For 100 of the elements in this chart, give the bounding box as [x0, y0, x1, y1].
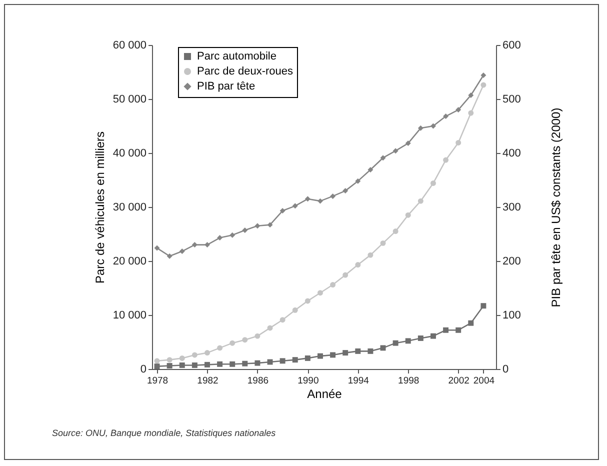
point: [242, 337, 248, 343]
point: [468, 110, 474, 116]
point: [368, 348, 374, 354]
point: [179, 355, 185, 361]
point: [405, 140, 411, 146]
point: [166, 363, 172, 368]
point: [342, 188, 348, 194]
point: [154, 364, 160, 370]
y-tick-label: 30 000: [112, 202, 146, 214]
point: [217, 235, 223, 241]
point: [380, 345, 386, 351]
point: [418, 335, 424, 341]
point: [456, 107, 462, 113]
point: [267, 359, 273, 365]
point: [456, 327, 462, 333]
point: [430, 123, 436, 129]
point: [342, 350, 348, 356]
point: [242, 227, 248, 233]
y-tick-label: 50 000: [112, 94, 146, 106]
point: [330, 282, 336, 288]
point: [392, 340, 398, 346]
x-tick-label: 1982: [197, 376, 218, 386]
point: [280, 358, 286, 364]
point: [317, 290, 323, 296]
point: [166, 253, 172, 259]
point: [217, 345, 223, 351]
y-tick-label: 10 000: [112, 310, 146, 322]
point: [456, 140, 462, 146]
point: [280, 208, 286, 214]
point: [204, 362, 210, 368]
point: [292, 357, 298, 363]
x-tick-label: 1978: [146, 376, 168, 386]
point: [230, 340, 236, 346]
point: [267, 222, 273, 228]
point: [330, 352, 336, 358]
point: [192, 352, 198, 358]
point: [330, 193, 336, 199]
point: [304, 355, 310, 361]
point: [355, 348, 361, 354]
point: [292, 307, 298, 313]
source-note: Source: ONU, Banque mondiale, Statistiques nationales: [52, 428, 276, 438]
point: [380, 240, 386, 246]
point: [480, 303, 486, 309]
point: [154, 245, 160, 251]
y2-axis-title: PIB par tête en US$ constants (2000): [548, 108, 563, 308]
y2-tick-label: 600: [502, 40, 521, 52]
point: [430, 180, 436, 186]
legend-label: PIB par tête: [197, 80, 256, 92]
y-tick-label: 20 000: [112, 256, 146, 268]
point: [355, 262, 361, 268]
point: [430, 333, 436, 339]
y2-tick-label: 200: [502, 256, 521, 268]
point: [166, 357, 172, 363]
point: [368, 252, 374, 258]
point: [230, 232, 236, 238]
y2-tick-label: 500: [502, 94, 521, 106]
point: [204, 350, 210, 356]
point: [254, 333, 260, 339]
point: [267, 325, 273, 331]
point: [392, 228, 398, 234]
legend-label: Parc automobile: [197, 50, 276, 62]
x-axis-title: Année: [307, 387, 342, 401]
point: [254, 360, 260, 366]
y-tick-label: 0: [140, 364, 146, 376]
point: [192, 362, 198, 368]
x-tick-label: 1998: [398, 376, 420, 386]
point: [355, 178, 361, 184]
point: [480, 72, 486, 78]
x-tick-label: 1990: [298, 376, 319, 386]
x-tick-label: 1994: [348, 376, 369, 386]
point: [368, 167, 374, 172]
legend-label: Parc de deux-roues: [197, 66, 294, 78]
point: [317, 198, 323, 204]
point: [179, 362, 185, 368]
point: [392, 148, 398, 154]
point: [304, 298, 310, 304]
x-tick-label: 2004: [473, 376, 495, 386]
point: [443, 157, 449, 163]
y-tick-label: 40 000: [112, 148, 146, 160]
point: [154, 358, 160, 364]
point: [304, 196, 310, 202]
point: [443, 114, 449, 120]
y2-tick-label: 400: [502, 148, 521, 160]
y2-tick-label: 100: [502, 310, 521, 322]
point: [204, 242, 210, 248]
point: [217, 361, 223, 367]
point: [418, 198, 424, 204]
point: [405, 338, 411, 344]
point: [380, 155, 386, 161]
point: [242, 360, 248, 366]
y-axis-title: Parc de véhicules en milliers: [92, 131, 107, 284]
point: [292, 203, 298, 209]
x-tick-label: 2002: [448, 376, 470, 386]
point: [179, 248, 185, 254]
point: [405, 212, 411, 218]
point: [342, 272, 348, 278]
point: [280, 317, 286, 323]
y2-tick-label: 0: [502, 364, 509, 376]
point: [418, 125, 424, 131]
point: [254, 223, 260, 229]
